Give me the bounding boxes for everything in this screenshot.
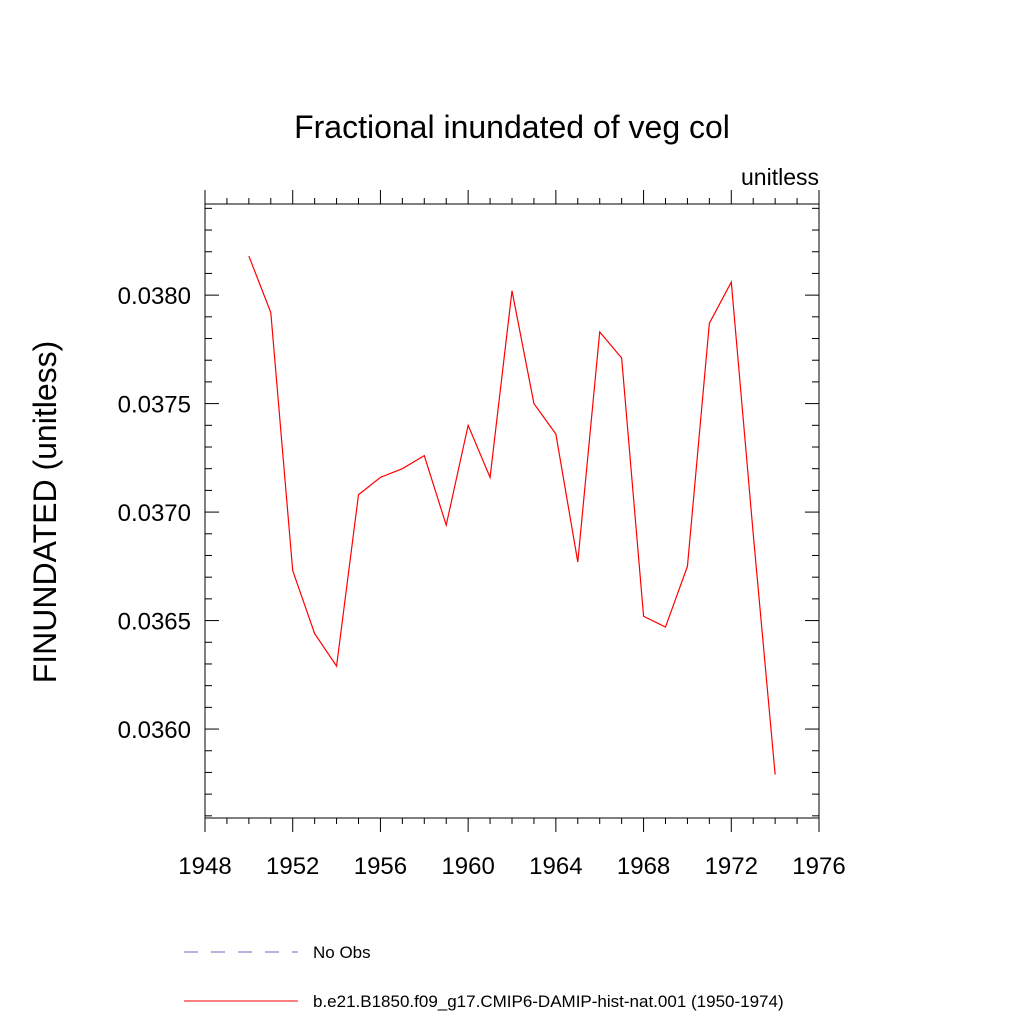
y-tick-label: 0.0380 bbox=[118, 283, 191, 310]
series-group bbox=[248, 255, 776, 775]
tick-labels: 1948 1952 1956 1960 1964 1968 1972 1976 0.0360 0.… bbox=[118, 283, 846, 880]
y-tick-label: 0.0365 bbox=[118, 609, 191, 636]
x-tick-label: 1968 bbox=[617, 853, 670, 880]
series-line bbox=[248, 255, 776, 775]
x-tick-label: 1960 bbox=[441, 853, 494, 880]
x-tick-label: 1972 bbox=[705, 853, 758, 880]
y-tick-label: 0.0375 bbox=[118, 392, 191, 419]
axis-ticks bbox=[204, 190, 820, 832]
units-label: unitless bbox=[741, 164, 819, 190]
legend-label: b.e21.B1850.f09_g17.CMIP6-DAMIP-hist-nat… bbox=[313, 992, 784, 1011]
y-axis-label: FINUNDATED (unitless) bbox=[27, 341, 63, 684]
x-tick-label: 1964 bbox=[529, 853, 582, 880]
chart-title: Fractional inundated of veg col bbox=[294, 109, 730, 145]
x-tick-label: 1976 bbox=[792, 853, 845, 880]
y-tick-label: 0.0360 bbox=[118, 717, 191, 744]
legend-label: No Obs bbox=[313, 943, 371, 962]
x-tick-label: 1948 bbox=[178, 853, 231, 880]
x-tick-label: 1952 bbox=[266, 853, 319, 880]
y-tick-label: 0.0370 bbox=[118, 500, 191, 527]
plot-frame bbox=[204, 203, 820, 819]
x-tick-label: 1956 bbox=[354, 853, 407, 880]
legend: No Obs b.e21.B1850.f09_g17.CMIP6-DAMIP-hi… bbox=[184, 943, 784, 1011]
